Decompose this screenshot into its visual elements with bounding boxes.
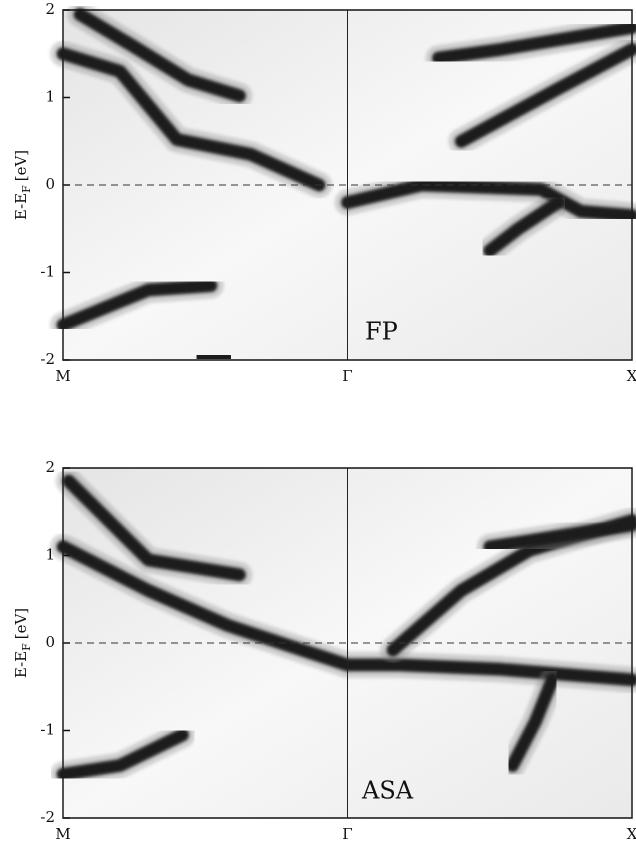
y-tick-label: -2 [40, 350, 55, 368]
panel-label: ASA [361, 777, 414, 805]
x-tick-label: M [55, 367, 70, 385]
y-tick-label: 0 [45, 633, 55, 651]
band [483, 196, 565, 258]
band [56, 728, 189, 781]
x-tick-label: X [627, 367, 636, 385]
band [483, 518, 636, 554]
y-tick-label: -2 [40, 808, 55, 826]
y-tick-label: 2 [45, 0, 55, 18]
y-label-unit: [eV] [12, 608, 30, 639]
band [56, 540, 636, 687]
y-label-sub: F [20, 643, 33, 651]
band [193, 349, 235, 365]
y-label-sub: F [20, 185, 33, 193]
y-tick-label: 2 [45, 458, 55, 476]
y-tick-label: 1 [45, 88, 55, 106]
band [341, 178, 636, 223]
y-axis-label: E-EF [eV] [12, 150, 33, 220]
y-axis-label: E-EF [eV] [12, 608, 33, 678]
band [56, 47, 326, 192]
band [73, 7, 246, 103]
y-label-main: E-E [12, 193, 30, 220]
x-tick-label: M [55, 825, 70, 843]
y-tick-label: 1 [45, 546, 55, 564]
band [62, 474, 246, 582]
x-tick-label: Γ [342, 367, 352, 385]
y-tick-label: -1 [40, 721, 55, 739]
x-tick-label: X [627, 825, 636, 843]
panel-label: FP [365, 318, 398, 346]
y-tick-label: 0 [45, 175, 55, 193]
x-tick-label: Γ [342, 825, 352, 843]
band [454, 42, 636, 148]
band [506, 673, 559, 772]
y-label-unit: [eV] [12, 150, 30, 181]
y-label-main: E-E [12, 651, 30, 678]
band [432, 21, 636, 65]
band [56, 279, 218, 332]
y-tick-label: -1 [40, 263, 55, 281]
